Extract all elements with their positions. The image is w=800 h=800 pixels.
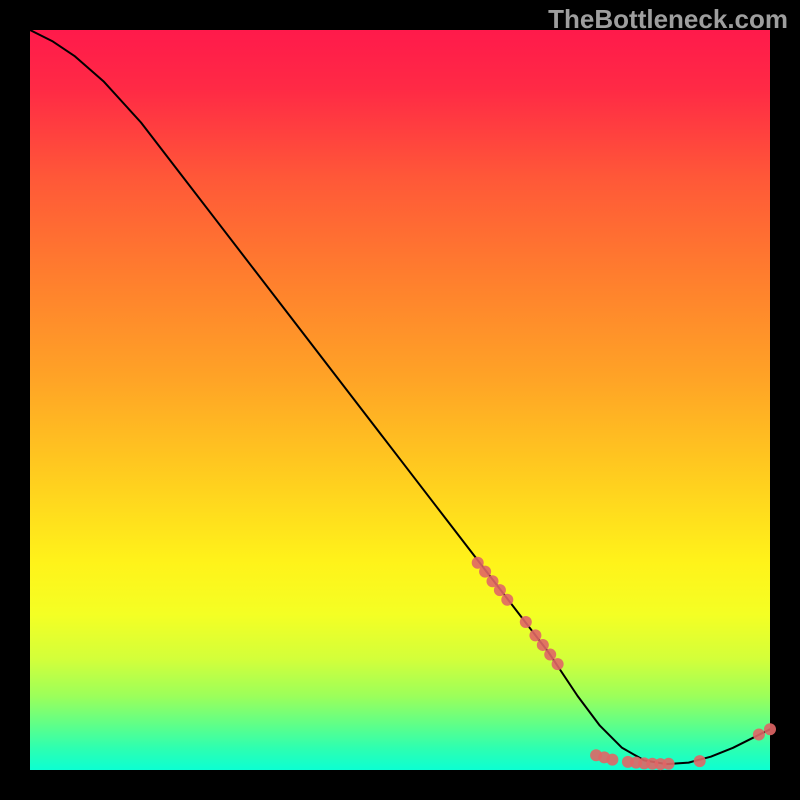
scatter-point [606, 754, 618, 766]
scatter-point [494, 584, 506, 596]
scatter-point [544, 649, 556, 661]
bottleneck-chart: TheBottleneck.com [0, 0, 800, 800]
chart-svg [0, 0, 800, 800]
scatter-point [537, 639, 549, 651]
scatter-point [764, 723, 776, 735]
scatter-point [663, 758, 675, 770]
scatter-point [552, 658, 564, 670]
scatter-point [520, 616, 532, 628]
scatter-point [694, 755, 706, 767]
plot-gradient-background [30, 30, 770, 770]
scatter-point [753, 728, 765, 740]
scatter-point [529, 629, 541, 641]
scatter-point [501, 594, 513, 606]
scatter-point [479, 566, 491, 578]
